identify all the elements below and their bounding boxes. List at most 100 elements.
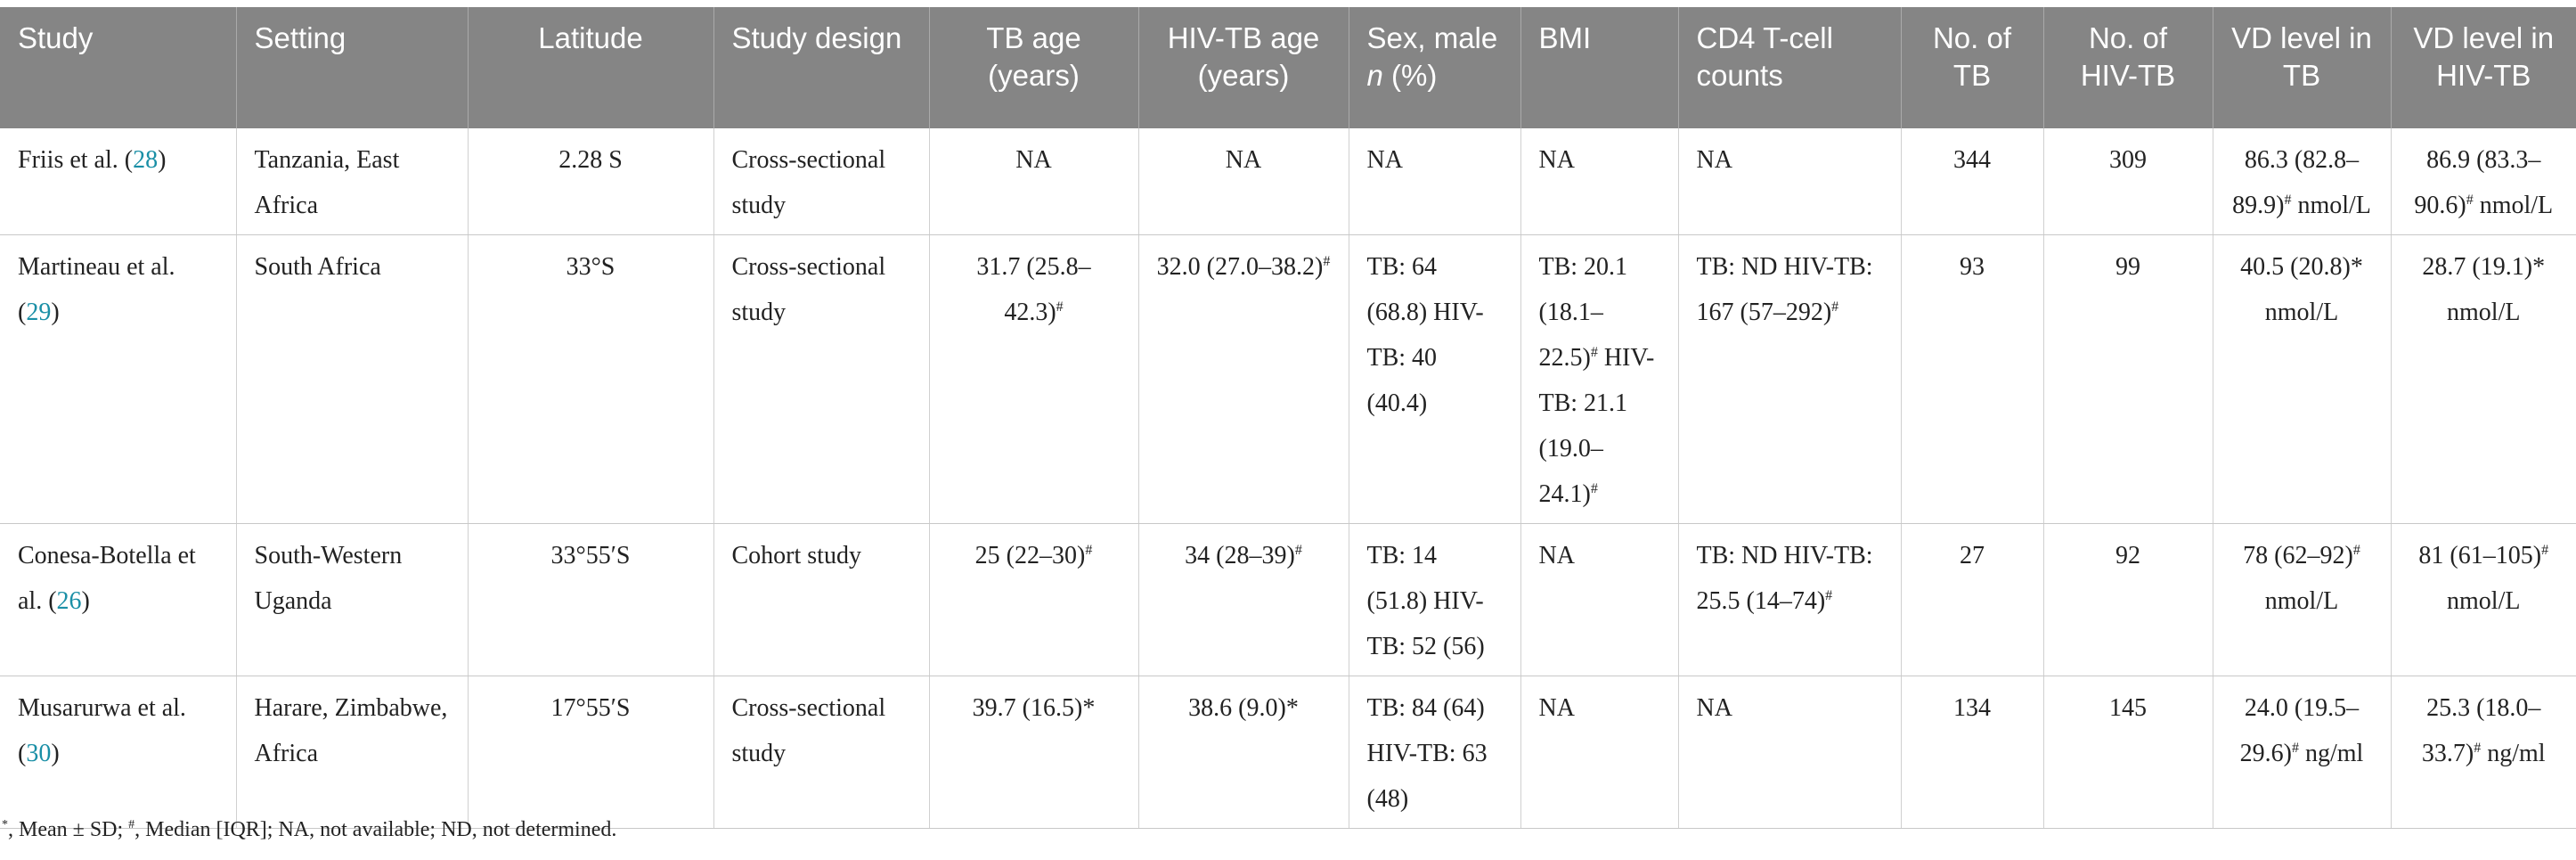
header-tb-age: TB age (years) xyxy=(929,7,1139,128)
cell-vd-hiv-tb: 28.7 (19.1)* nmol/L xyxy=(2391,234,2576,524)
reference-link[interactable]: 26 xyxy=(56,587,82,615)
study-paren: ) xyxy=(51,299,60,326)
bmi-hiv-tb: HIV-TB: 21.1 (19.0–24.1) xyxy=(1538,344,1655,508)
vd-unit: nmol/L xyxy=(2473,192,2554,219)
header-hiv-tb-age: HIV-TB age (years) xyxy=(1138,7,1349,128)
vd-value: 86.9 (83.3–90.6) xyxy=(2414,146,2541,219)
cell-tb-age: 39.7 (16.5)* xyxy=(929,676,1139,829)
header-setting: Setting xyxy=(236,7,469,128)
cell-design: Cross-sectional study xyxy=(713,128,930,235)
cell-study: Musarurwa et al. (30) xyxy=(0,676,237,829)
cell-no-hiv-tb: 99 xyxy=(2043,234,2213,524)
cell-cd4: TB: ND HIV-TB: 167 (57–292)# xyxy=(1678,234,1902,524)
mean-symbol: * xyxy=(2,818,8,831)
header-latitude: Latitude xyxy=(468,7,714,128)
study-paren: ) xyxy=(158,146,167,174)
cell-vd-hiv-tb: 25.3 (18.0–33.7)# ng/ml xyxy=(2391,676,2576,829)
cell-hiv-tb-age: 32.0 (27.0–38.2)# xyxy=(1138,234,1349,524)
cell-vd-tb: 78 (62–92)# nmol/L xyxy=(2213,523,2392,676)
age-value: 25 (22–30) xyxy=(974,542,1086,569)
vd-value: 78 (62–92) xyxy=(2243,542,2353,569)
cd4-value: TB: ND HIV-TB: 25.5 (14–74) xyxy=(1696,542,1873,615)
cell-setting: Harare, Zimbabwe, Africa xyxy=(236,676,469,829)
median-mark: # xyxy=(1831,299,1839,315)
cell-study: Friis et al. (28) xyxy=(0,128,237,235)
vd-unit: nmol/L xyxy=(2264,299,2339,326)
cell-design: Cross-sectional study xyxy=(713,234,930,524)
median-mark: # xyxy=(2284,192,2292,208)
table-row: Martineau et al. (29) South Africa 33°S … xyxy=(0,234,2576,524)
cell-bmi: TB: 20.1 (18.1–22.5)# HIV-TB: 21.1 (19.0… xyxy=(1520,234,1679,524)
vd-unit: nmol/L xyxy=(2291,192,2371,219)
cell-setting: South-Western Uganda xyxy=(236,523,469,676)
header-study: Study xyxy=(0,7,237,128)
median-mark: # xyxy=(2541,543,2549,558)
header-bmi: BMI xyxy=(1520,7,1679,128)
study-name: Friis et al. ( xyxy=(18,146,134,174)
cell-study: Martineau et al. (29) xyxy=(0,234,237,524)
median-mark: # xyxy=(2291,741,2299,756)
age-value: 32.0 (27.0–38.2) xyxy=(1156,253,1324,281)
cell-vd-tb: 24.0 (19.5–29.6)# ng/ml xyxy=(2213,676,2392,829)
table-footnote: *, Mean ± SD; #, Median [IQR]; NA, not a… xyxy=(2,818,616,842)
vd-unit: ng/ml xyxy=(2298,740,2364,767)
age-value: 31.7 (25.8–42.3) xyxy=(976,253,1091,326)
median-mark: # xyxy=(2466,192,2474,208)
cell-tb-age: 25 (22–30)# xyxy=(929,523,1139,676)
cell-design: Cross-sectional study xyxy=(713,676,930,829)
cell-sex: TB: 14 (51.8) HIV-TB: 52 (56) xyxy=(1349,523,1521,676)
table-row: Friis et al. (28) Tanzania, East Africa … xyxy=(0,128,2576,235)
header-cd4: CD4 T-cell counts xyxy=(1678,7,1902,128)
median-mark: # xyxy=(1590,345,1598,360)
cell-hiv-tb-age: 38.6 (9.0)* xyxy=(1138,676,1349,829)
median-mark: # xyxy=(1323,254,1331,269)
cell-bmi: NA xyxy=(1520,676,1679,829)
vd-value: 24.0 (19.5–29.6) xyxy=(2239,694,2360,767)
cell-study: Conesa-Botella et al. (26) xyxy=(0,523,237,676)
study-paren: ) xyxy=(81,587,90,615)
cell-bmi: NA xyxy=(1520,128,1679,235)
cell-vd-tb: 40.5 (20.8)* nmol/L xyxy=(2213,234,2392,524)
cell-latitude: 33°S xyxy=(468,234,714,524)
cell-no-hiv-tb: 92 xyxy=(2043,523,2213,676)
reference-link[interactable]: 30 xyxy=(26,740,52,767)
vd-unit: nmol/L xyxy=(2447,587,2521,615)
median-mark: # xyxy=(2474,741,2482,756)
cell-vd-hiv-tb: 81 (61–105)# nmol/L xyxy=(2391,523,2576,676)
vd-value: 86.3 (82.8–89.9) xyxy=(2232,146,2360,219)
data-table: Study Setting Latitude Study design TB a… xyxy=(0,7,2576,829)
cell-no-tb: 93 xyxy=(1901,234,2044,524)
vd-value: 25.3 (18.0–33.7) xyxy=(2421,694,2541,767)
vd-value: 40.5 (20.8)* xyxy=(2240,253,2363,281)
mean-text: , Mean ± SD; xyxy=(8,818,129,841)
vd-value: 81 (61–105) xyxy=(2418,542,2542,569)
cell-tb-age: 31.7 (25.8–42.3)# xyxy=(929,234,1139,524)
cell-latitude: 2.28 S xyxy=(468,128,714,235)
vd-value: 28.7 (19.1)* xyxy=(2422,253,2546,281)
vd-unit: ng/ml xyxy=(2481,740,2546,767)
reference-link[interactable]: 28 xyxy=(133,146,159,174)
cell-vd-tb: 86.3 (82.8–89.9)# nmol/L xyxy=(2213,128,2392,235)
cell-setting: Tanzania, East Africa xyxy=(236,128,469,235)
header-vd-hiv-tb: VD level in HIV-TB xyxy=(2391,7,2576,128)
header-sex-n: n xyxy=(1366,59,1383,92)
cell-design: Cohort study xyxy=(713,523,930,676)
cell-hiv-tb-age: NA xyxy=(1138,128,1349,235)
cell-vd-hiv-tb: 86.9 (83.3–90.6)# nmol/L xyxy=(2391,128,2576,235)
cell-cd4: NA xyxy=(1678,676,1902,829)
table-row: Musarurwa et al. (30) Harare, Zimbabwe, … xyxy=(0,676,2576,829)
cell-no-hiv-tb: 145 xyxy=(2043,676,2213,829)
cd4-value: TB: ND HIV-TB: 167 (57–292) xyxy=(1696,253,1873,326)
vd-unit: nmol/L xyxy=(2447,299,2521,326)
cell-cd4: TB: ND HIV-TB: 25.5 (14–74)# xyxy=(1678,523,1902,676)
cell-latitude: 17°55′S xyxy=(468,676,714,829)
median-mark: # xyxy=(1294,543,1302,558)
median-mark: # xyxy=(1825,588,1833,603)
age-value: 34 (28–39) xyxy=(1185,542,1295,569)
reference-link[interactable]: 29 xyxy=(26,299,52,326)
header-sex-percent: (%) xyxy=(1382,59,1438,92)
header-no-tb: No. of TB xyxy=(1901,7,2044,128)
footnote-rest: , Median [IQR]; NA, not available; ND, n… xyxy=(135,818,617,841)
header-sex: Sex, male n (%) xyxy=(1349,7,1521,128)
header-study-design: Study design xyxy=(713,7,930,128)
